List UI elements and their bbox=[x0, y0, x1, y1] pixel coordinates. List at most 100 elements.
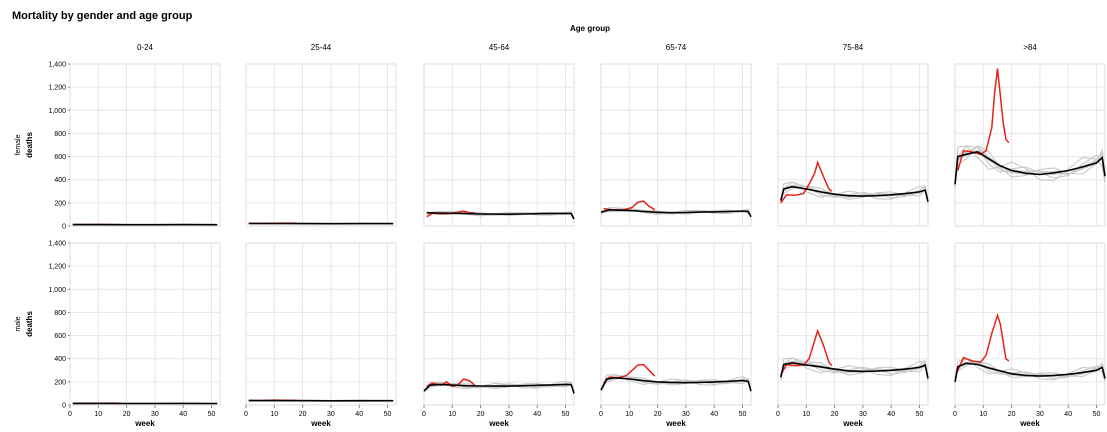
average-line bbox=[954, 362, 1106, 383]
y-tick-label: 1,400 bbox=[48, 62, 66, 69]
x-tick-label: 0 bbox=[776, 411, 780, 418]
past-year-line bbox=[600, 374, 752, 394]
y-tick-label: 800 bbox=[54, 310, 66, 317]
y-tick-label: 400 bbox=[54, 177, 66, 184]
x-tick-label: 40 bbox=[1064, 411, 1072, 418]
y-tick-label: 1,200 bbox=[48, 264, 66, 271]
x-tick-label: 10 bbox=[802, 411, 810, 418]
panel-female-1 bbox=[245, 63, 397, 227]
panel-male-0: 0 200 400 600 800 1,000 1,200 1,400 0 10 20 30 40 50 w… bbox=[48, 241, 221, 428]
x-tick-label: 10 bbox=[625, 411, 633, 418]
past-year-line bbox=[600, 376, 752, 391]
panel-female-4 bbox=[777, 63, 929, 227]
panel-male-4: 0 10 20 30 40 50 week bbox=[776, 242, 929, 428]
panel-female-5 bbox=[954, 63, 1106, 227]
y-axis-title-female: deaths bbox=[25, 132, 34, 158]
y-axis-title-male: deaths bbox=[25, 311, 34, 337]
average-line bbox=[780, 361, 929, 379]
x-axis-title: week bbox=[488, 419, 509, 428]
x-tick-label: 0 bbox=[953, 411, 957, 418]
y-tick-label: 0 bbox=[62, 403, 66, 410]
x-tick-label: 40 bbox=[355, 411, 363, 418]
x-tick-label: 50 bbox=[208, 411, 216, 418]
column-label-0: 0-24 bbox=[137, 43, 154, 52]
panel-frame bbox=[69, 63, 221, 227]
x-tick-label: 20 bbox=[1008, 411, 1016, 418]
panel-male-5: 0 10 20 30 40 50 week bbox=[953, 242, 1106, 428]
panel-frame bbox=[777, 63, 929, 227]
panel-male-2: 0 10 20 30 40 50 week bbox=[422, 242, 575, 428]
panel-frame bbox=[245, 63, 397, 227]
panel-female-2 bbox=[423, 63, 575, 227]
row-label-female: female bbox=[15, 134, 22, 155]
average-line bbox=[423, 383, 575, 394]
panel-male-3: 0 10 20 30 40 50 week bbox=[599, 242, 752, 428]
x-tick-label: 0 bbox=[422, 411, 426, 418]
panel-frame bbox=[69, 242, 221, 406]
past-year-line bbox=[780, 181, 929, 204]
x-tick-label: 40 bbox=[179, 411, 187, 418]
panel-frame bbox=[954, 63, 1106, 227]
y-tick-label: 600 bbox=[54, 333, 66, 340]
x-axis-title: week bbox=[1019, 419, 1040, 428]
x-tick-label: 40 bbox=[533, 411, 541, 418]
x-tick-label: 10 bbox=[270, 411, 278, 418]
x-axis-title: week bbox=[842, 419, 863, 428]
y-tick-label: 400 bbox=[54, 356, 66, 363]
column-label-5: >84 bbox=[1023, 43, 1037, 52]
current-year-line bbox=[957, 312, 1010, 371]
panel-frame bbox=[600, 63, 752, 227]
panel-male-1: 0 10 20 30 40 50 week bbox=[244, 242, 397, 428]
panel-female-3 bbox=[600, 63, 752, 227]
x-axis-title: week bbox=[665, 419, 686, 428]
past-year-line bbox=[954, 145, 1106, 187]
y-tick-label: 200 bbox=[54, 379, 66, 386]
current-year-line bbox=[426, 378, 476, 388]
panel-frame bbox=[600, 242, 752, 406]
column-label-1: 25-44 bbox=[311, 43, 332, 52]
past-year-line bbox=[780, 181, 929, 205]
current-year-line bbox=[780, 328, 833, 376]
x-tick-label: 20 bbox=[299, 411, 307, 418]
row-label-male: male bbox=[15, 316, 22, 331]
x-tick-label: 0 bbox=[68, 411, 72, 418]
y-tick-label: 800 bbox=[54, 131, 66, 138]
x-tick-label: 10 bbox=[448, 411, 456, 418]
y-tick-label: 1,000 bbox=[48, 108, 66, 115]
y-tick-label: 1,000 bbox=[48, 287, 66, 294]
x-tick-label: 10 bbox=[94, 411, 102, 418]
x-tick-label: 30 bbox=[1036, 411, 1044, 418]
average-line bbox=[600, 208, 752, 218]
panel-female-0: 0 200 400 600 800 1,000 1,200 1,400 bbox=[48, 62, 221, 231]
current-year-line bbox=[780, 160, 833, 204]
panel-frame bbox=[423, 63, 575, 227]
y-tick-label: 1,200 bbox=[48, 85, 66, 92]
past-year-line bbox=[780, 185, 929, 201]
x-tick-label: 50 bbox=[562, 411, 570, 418]
past-year-line bbox=[954, 357, 1106, 383]
x-tick-label: 10 bbox=[979, 411, 987, 418]
y-tick-label: 1,400 bbox=[48, 241, 66, 248]
average-line bbox=[426, 211, 575, 220]
y-tick-label: 600 bbox=[54, 154, 66, 161]
x-tick-label: 0 bbox=[599, 411, 603, 418]
x-tick-label: 30 bbox=[327, 411, 335, 418]
past-year-line bbox=[780, 357, 929, 381]
x-tick-label: 50 bbox=[739, 411, 747, 418]
past-year-line bbox=[954, 146, 1106, 187]
average-line bbox=[780, 185, 929, 202]
x-tick-label: 30 bbox=[682, 411, 690, 418]
x-axis-title: week bbox=[134, 419, 155, 428]
panel-frame bbox=[423, 242, 575, 406]
column-label-4: 75-84 bbox=[843, 43, 864, 52]
current-year-line bbox=[957, 68, 1010, 171]
panel-frame bbox=[954, 242, 1106, 406]
average-line bbox=[600, 376, 752, 392]
y-tick-label: 200 bbox=[54, 200, 66, 207]
x-tick-label: 50 bbox=[384, 411, 392, 418]
x-tick-label: 30 bbox=[151, 411, 159, 418]
x-tick-label: 40 bbox=[887, 411, 895, 418]
y-tick-label: 0 bbox=[62, 224, 66, 231]
